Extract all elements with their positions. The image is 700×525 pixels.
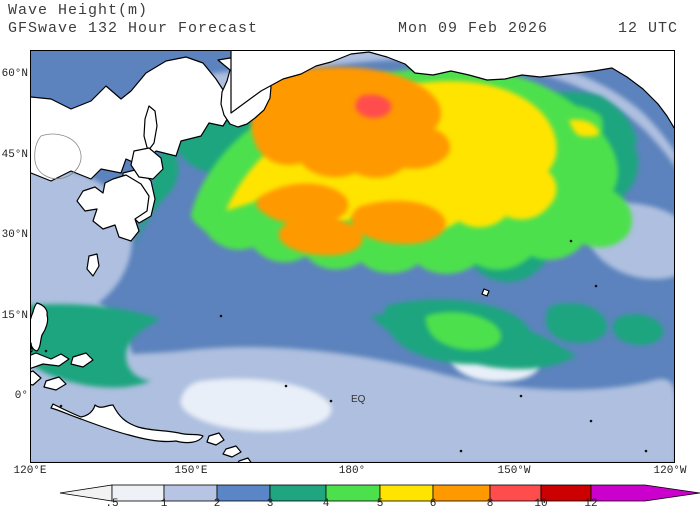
svg-text:EQ: EQ: [351, 394, 366, 405]
